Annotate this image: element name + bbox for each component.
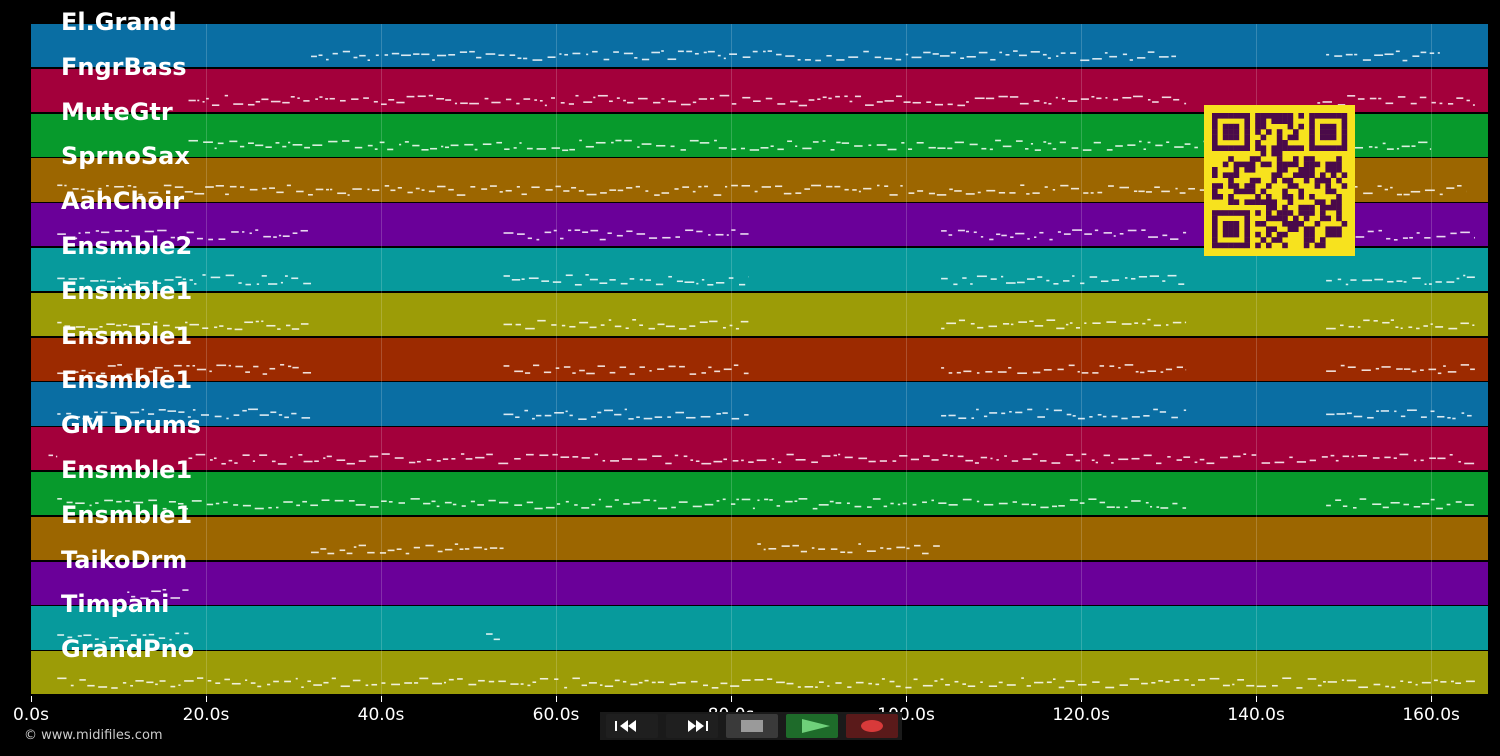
axis-tick (1256, 696, 1258, 702)
track-label: Ensmble2 (61, 232, 193, 260)
track-label: Ensmble1 (61, 456, 193, 484)
track-row[interactable]: Ensmble1 (31, 366, 1488, 426)
play-icon (786, 719, 838, 742)
track-row[interactable]: GM Drums (31, 411, 1488, 471)
play-button[interactable] (786, 714, 838, 738)
track-label: SprnoSax (61, 142, 190, 171)
fast-forward-button[interactable] (666, 714, 718, 738)
record-button[interactable] (846, 714, 898, 738)
axis-tick (381, 696, 383, 702)
axis-tick (1081, 696, 1083, 702)
axis-tick (556, 696, 558, 702)
stop-icon (726, 720, 778, 742)
axis-tick-label: 120.0s (1052, 705, 1110, 725)
axis-tick-label: 60.0s (532, 705, 580, 725)
record-icon (846, 720, 898, 742)
track-row[interactable]: El.Grand (31, 8, 1488, 68)
axis-tick (731, 696, 733, 702)
transport-controls (600, 712, 902, 740)
track-row[interactable]: GrandPno (31, 635, 1488, 695)
track-label: AahChoir (61, 187, 185, 216)
axis-tick (31, 696, 32, 702)
track-label: GM Drums (61, 411, 202, 440)
axis-tick-label: 140.0s (1227, 705, 1285, 725)
track-row[interactable]: TaikoDrm (31, 546, 1488, 605)
copyright-notice: © www.midifiles.com (24, 728, 163, 743)
track-area[interactable]: El.Grand FngrBass MuteGtr SprnoSax AahChoir E… (31, 8, 1488, 696)
track-label: Ensmble1 (61, 276, 193, 305)
track-label: Ensmble1 (61, 366, 193, 395)
track-label: FngrBass (61, 52, 187, 81)
axis-tick-label: 0.0s (13, 705, 49, 725)
axis-tick-label: 160.0s (1402, 705, 1460, 725)
track-row[interactable]: Ensmble1 (31, 501, 1488, 561)
track-row[interactable]: Ensmble1 (31, 322, 1488, 381)
qr-code-icon (1204, 105, 1355, 256)
track-label: GrandPno (61, 635, 195, 664)
fast-forward-icon (666, 720, 718, 742)
track-label: Ensmble1 (61, 500, 193, 529)
track-label: El.Grand (61, 8, 177, 36)
rewind-button[interactable] (606, 714, 658, 738)
axis-tick (1431, 696, 1433, 702)
track-row[interactable]: Timpani (31, 590, 1488, 650)
track-row[interactable]: FngrBass (31, 53, 1488, 113)
axis-tick-label: 20.0s (182, 705, 230, 725)
axis-tick-label: 40.0s (357, 705, 405, 725)
track-row[interactable]: Ensmble1 (31, 456, 1488, 516)
axis-tick (906, 696, 908, 702)
track-label: Ensmble1 (61, 321, 193, 350)
track-label: TaikoDrm (61, 545, 188, 574)
axis-tick (206, 696, 207, 702)
stop-button[interactable] (726, 714, 778, 738)
track-row[interactable]: Ensmble1 (31, 277, 1488, 337)
note-layer (48, 50, 1475, 689)
track-label: Timpani (61, 590, 170, 619)
rewind-icon (606, 720, 658, 742)
track-label: MuteGtr (61, 97, 173, 126)
